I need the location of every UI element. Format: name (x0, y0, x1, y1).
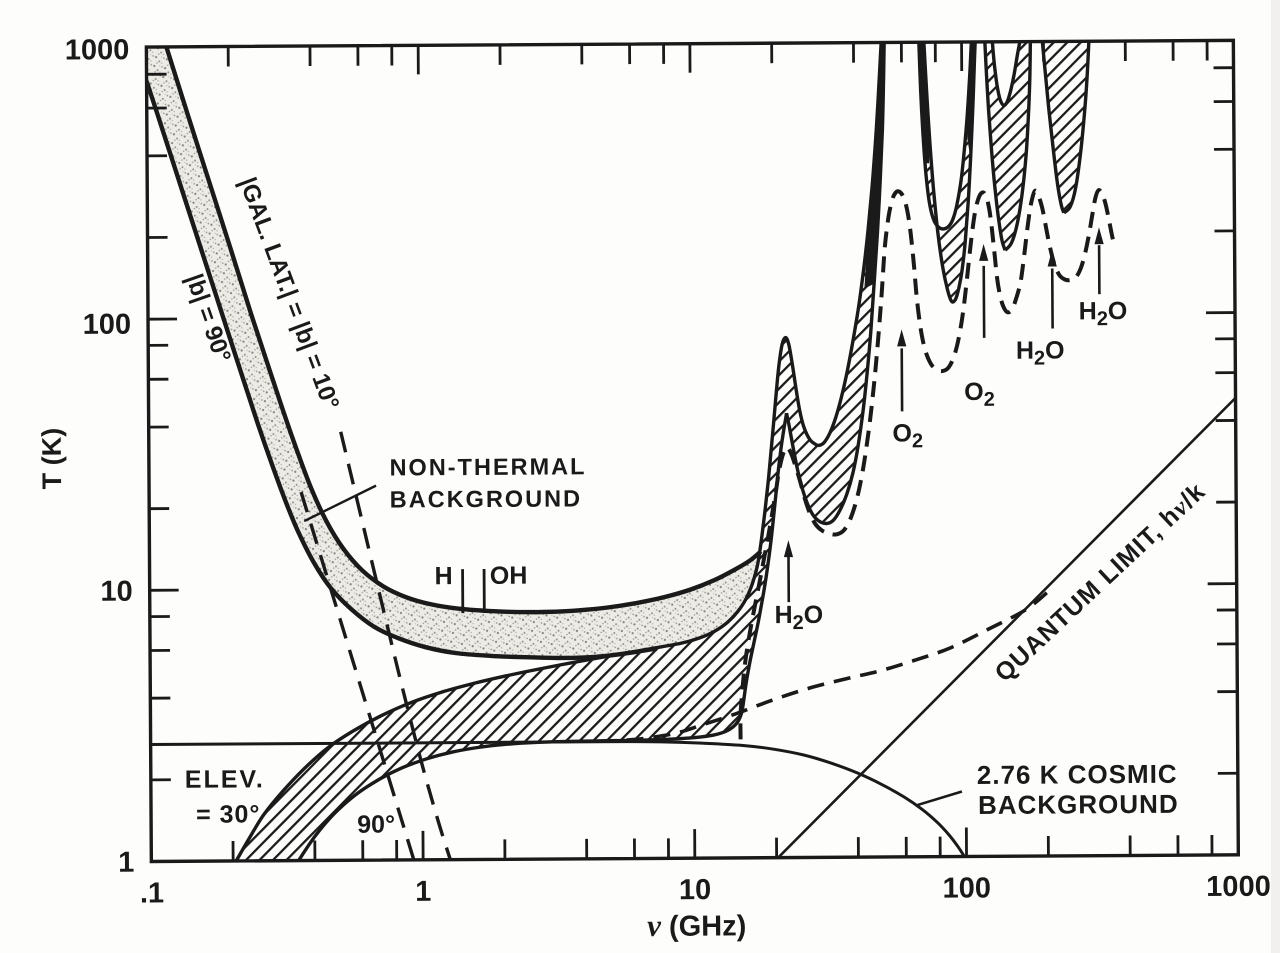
svg-text:ν (GHz): ν (GHz) (647, 907, 746, 943)
svg-text:100: 100 (83, 309, 132, 341)
svg-text:BACKGROUND: BACKGROUND (390, 485, 582, 512)
svg-text:1: 1 (415, 876, 431, 908)
svg-text:.1: .1 (140, 877, 164, 909)
svg-text:BACKGROUND: BACKGROUND (978, 789, 1179, 820)
svg-text:1000: 1000 (65, 34, 130, 66)
svg-text:10: 10 (679, 874, 711, 906)
svg-text:OH: OH (490, 562, 528, 590)
svg-text:T (K): T (K) (37, 428, 67, 490)
svg-text:= 30°: = 30° (196, 800, 261, 828)
svg-text:100: 100 (942, 872, 991, 904)
svg-text:2.76 K COSMIC: 2.76 K COSMIC (977, 759, 1178, 790)
svg-text:1000: 1000 (1206, 871, 1271, 903)
svg-text:1: 1 (118, 847, 134, 879)
svg-text:10: 10 (100, 576, 132, 608)
svg-text:ELEV.: ELEV. (185, 765, 265, 793)
svg-text:90°: 90° (357, 811, 395, 839)
svg-text:NON-THERMAL: NON-THERMAL (389, 453, 586, 480)
svg-text:H: H (434, 562, 452, 590)
